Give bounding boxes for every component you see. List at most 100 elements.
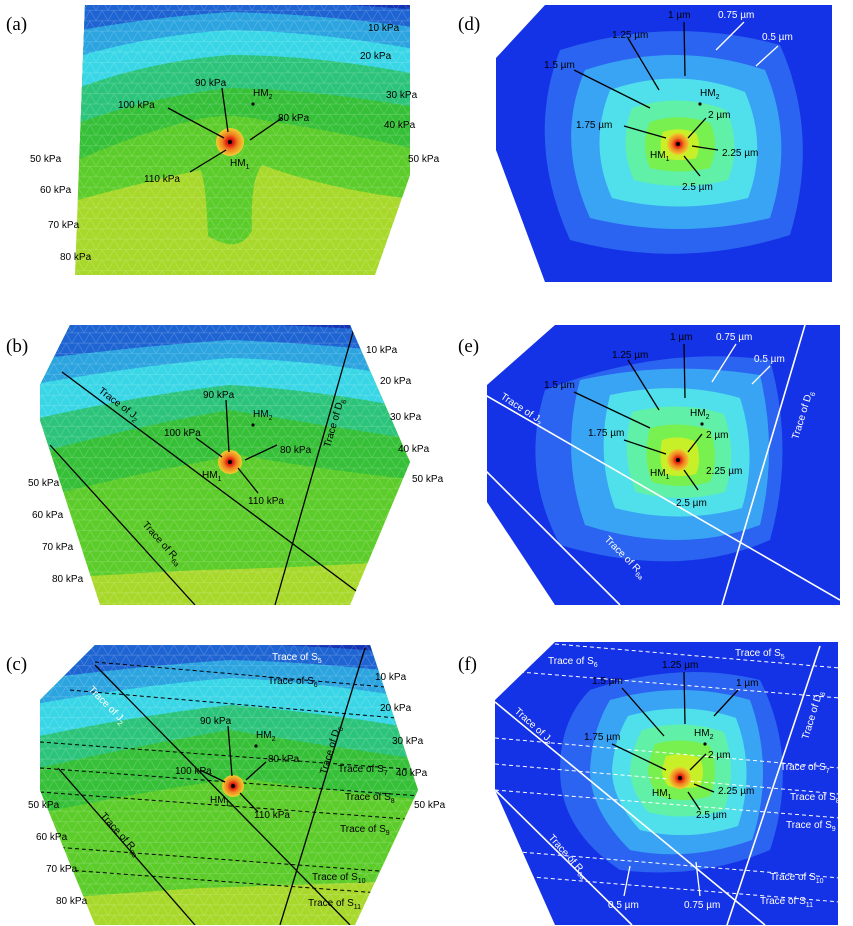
panel-b: (b) HM2 HM1 90 kPa 100 kPa [6,325,444,605]
displacement-field [487,325,840,605]
peak-label: 110 kPa [254,810,290,821]
trace-label: Trace of S7 [338,764,388,777]
panel-label: (c) [6,654,27,675]
contour-label: 60 kPa [32,510,64,521]
contour-label: 0.75 µm [716,332,752,343]
contour-label: 2.25 µm [718,786,754,797]
contour-label: 50 kPa [28,478,60,489]
trace-label: Trace of S11 [308,898,361,911]
peak-label: 80 kPa [278,113,310,124]
contour-label: 10 kPa [375,672,407,683]
contour-label: 40 kPa [384,120,416,131]
contour-label: 0.5 µm [754,354,785,365]
hm2-label: HM2 [253,409,273,422]
contour-label: 1.25 µm [612,30,648,41]
contour-label: 50 kPa [412,474,444,485]
panel-label: (f) [458,654,477,675]
hm1-label: HM1 [650,468,670,481]
contour-label: 20 kPa [380,703,412,714]
contour-label: 1 µm [668,10,690,21]
contour-label: 0.5 µm [762,32,793,43]
contour-label: 70 kPa [42,542,74,553]
hm2-point [251,423,255,427]
hm2-point [254,744,258,748]
contour-label: 1.75 µm [576,120,612,131]
contour-label: 80 kPa [60,252,92,263]
displacement-field [495,642,838,925]
trace-label: Trace of S8 [790,792,840,805]
panel-a: (a) HM2 HM1 90 kPa 100 kPa 80 kPa 110 kP… [6,5,440,275]
contour-label: 20 kPa [380,376,412,387]
contour-label: 80 kPa [56,896,88,907]
contour-label: 60 kPa [40,185,72,196]
peak-label: 110 kPa [144,174,180,185]
hm2-point [703,742,707,746]
contour-label: 50 kPa [408,154,440,165]
hm1-label: HM1 [230,158,250,171]
trace-label: Trace of S9 [786,820,836,833]
contour-label: 2.5 µm [696,810,727,821]
hm2-label: HM2 [256,730,276,743]
hm2-point [698,102,702,106]
hm2-label: HM2 [690,408,710,421]
trace-label: Trace of S11 [760,896,813,909]
hm1-label: HM1 [650,150,670,163]
trace-label: Trace of S6 [548,656,598,669]
hm1-label: HM1 [202,470,222,483]
contour-label: 50 kPa [28,800,60,811]
trace-label: Trace of S8 [345,792,395,805]
peak-label: 90 kPa [195,78,227,89]
trace-label: Trace of S10 [312,872,366,885]
trace-label: Trace of S6 [268,676,318,689]
contour-label: 60 kPa [36,832,68,843]
contour-label: 2.25 µm [706,466,742,477]
contour-label: 50 kPa [30,154,62,165]
contour-label: 70 kPa [46,864,78,875]
contour-label: 80 kPa [52,574,84,585]
hm1-point [228,140,232,144]
hm2-point [700,422,704,426]
contour-label: 2 µm [706,430,728,441]
contour-label: 50 kPa [414,800,446,811]
panel-e: (e) HM2 HM1 Trace of J2 Tra [458,325,840,605]
trace-label: Trace of S5 [272,652,322,665]
trace-label: Trace of S5 [735,648,785,661]
contour-label: 20 kPa [360,51,392,62]
trace-label: Trace of S7 [780,762,830,775]
displacement-field [496,5,832,282]
contour-label: 2.25 µm [722,148,758,159]
peak-label: 100 kPa [164,428,201,439]
contour-label: 30 kPa [390,412,422,423]
contour-label: 0.5 µm [608,900,639,911]
contour-label: 2.5 µm [682,182,713,193]
contour-label: 2.5 µm [676,498,707,509]
peak-label: 100 kPa [175,766,212,777]
contour-label: 30 kPa [392,736,424,747]
contour-label: 1.25 µm [612,350,648,361]
pressure-field [40,325,410,605]
contour-label: 1.75 µm [588,428,624,439]
trace-label: Trace of S10 [770,872,824,885]
peak-label: 80 kPa [268,754,300,765]
contour-label: 70 kPa [48,220,80,231]
contour-label: 10 kPa [366,345,398,356]
contour-label: 1 µm [736,678,758,689]
hm2-label: HM2 [700,88,720,101]
peak-label: 90 kPa [203,390,235,401]
peak-label: 110 kPa [248,496,284,507]
hm1-point [676,142,680,146]
contour-label: 1.5 µm [592,676,623,687]
panel-label: (a) [6,14,27,35]
contour-label: 1 µm [670,332,692,343]
contour-label: 30 kPa [386,90,418,101]
panel-label: (b) [6,336,28,357]
contour-label: 0.75 µm [684,900,720,911]
contour-label: 2 µm [708,750,730,761]
contour-label: 40 kPa [398,444,430,455]
trace-label: Trace of S9 [340,824,390,837]
hm1-point [678,776,682,780]
contour-label: 40 kPa [396,768,428,779]
hm2-label: HM2 [694,728,714,741]
hm1-point [228,460,232,464]
panel-f: (f) [458,642,840,925]
